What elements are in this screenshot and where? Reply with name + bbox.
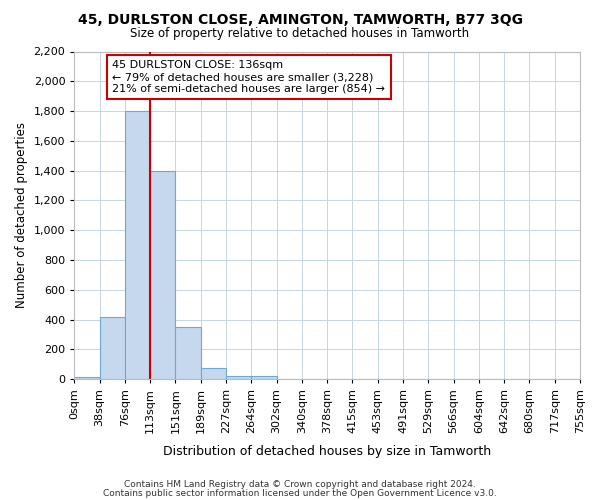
Bar [125,111,150,379]
Bar [251,376,277,379]
X-axis label: Distribution of detached houses by size in Tamworth: Distribution of detached houses by size … [163,444,491,458]
Text: 45 DURLSTON CLOSE: 136sqm
← 79% of detached houses are smaller (3,228)
21% of se: 45 DURLSTON CLOSE: 136sqm ← 79% of detac… [112,60,385,94]
Bar [201,368,226,379]
Text: Size of property relative to detached houses in Tamworth: Size of property relative to detached ho… [130,28,470,40]
Text: 45, DURLSTON CLOSE, AMINGTON, TAMWORTH, B77 3QG: 45, DURLSTON CLOSE, AMINGTON, TAMWORTH, … [77,12,523,26]
Bar [100,316,125,379]
Y-axis label: Number of detached properties: Number of detached properties [15,122,28,308]
Bar [74,377,100,379]
Bar [150,170,175,379]
Bar [226,376,251,379]
Bar [175,327,201,379]
Text: Contains HM Land Registry data © Crown copyright and database right 2024.: Contains HM Land Registry data © Crown c… [124,480,476,489]
Text: Contains public sector information licensed under the Open Government Licence v3: Contains public sector information licen… [103,488,497,498]
